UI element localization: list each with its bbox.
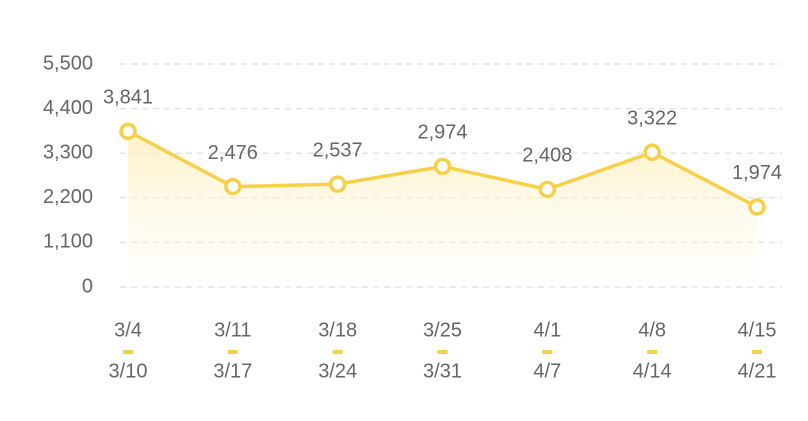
y-tick-label: 3,300 xyxy=(43,141,93,163)
y-tick-label: 4,400 xyxy=(43,97,93,119)
x-tick-separator xyxy=(437,350,448,354)
value-label: 1,974 xyxy=(732,162,782,184)
y-tick-label: 1,100 xyxy=(43,231,93,253)
x-tick-separator xyxy=(227,350,238,354)
point xyxy=(538,180,557,199)
point xyxy=(748,198,766,216)
x-tick-label: 4/1 xyxy=(533,319,561,341)
x-tick-label-end: 4/21 xyxy=(738,360,777,382)
x-tick-label: 3/4 xyxy=(114,319,142,341)
x-tick-label: 3/25 xyxy=(423,319,462,341)
x-tick-label: 3/11 xyxy=(214,319,251,341)
value-label: 2,476 xyxy=(208,142,258,164)
y-tick-label: 2,200 xyxy=(43,186,93,208)
point xyxy=(224,177,242,196)
x-tick-label: 4/15 xyxy=(738,319,777,341)
value-label: 2,974 xyxy=(417,122,467,144)
x-tick-label-end: 3/31 xyxy=(423,360,462,382)
x-tick-label-end: 3/17 xyxy=(213,360,252,382)
x-tick-label-end: 4/14 xyxy=(633,360,672,382)
x-tick-label-end: 3/10 xyxy=(109,360,148,382)
x-tick-separator xyxy=(332,350,343,354)
y-tick-label: 0 xyxy=(82,275,93,297)
value-label: 3,841 xyxy=(103,87,153,109)
x-tick-separator xyxy=(123,350,133,354)
x-tick-separator xyxy=(542,350,553,354)
value-label: 2,408 xyxy=(522,145,572,167)
y-tick-label: 5,500 xyxy=(43,52,93,74)
x-tick-label: 4/8 xyxy=(638,319,666,341)
value-label: 3,322 xyxy=(627,108,677,130)
point xyxy=(328,175,347,193)
x-tick-label-end: 3/24 xyxy=(318,360,357,382)
x-tick-separator xyxy=(752,350,762,354)
x-tick-label: 3/18 xyxy=(318,319,357,341)
point xyxy=(433,157,452,176)
area xyxy=(128,131,757,287)
point xyxy=(643,143,661,162)
x-tick-separator xyxy=(647,350,658,354)
point xyxy=(119,122,137,141)
x-tick-label-end: 4/7 xyxy=(533,360,561,382)
value-label: 2,537 xyxy=(313,139,363,161)
